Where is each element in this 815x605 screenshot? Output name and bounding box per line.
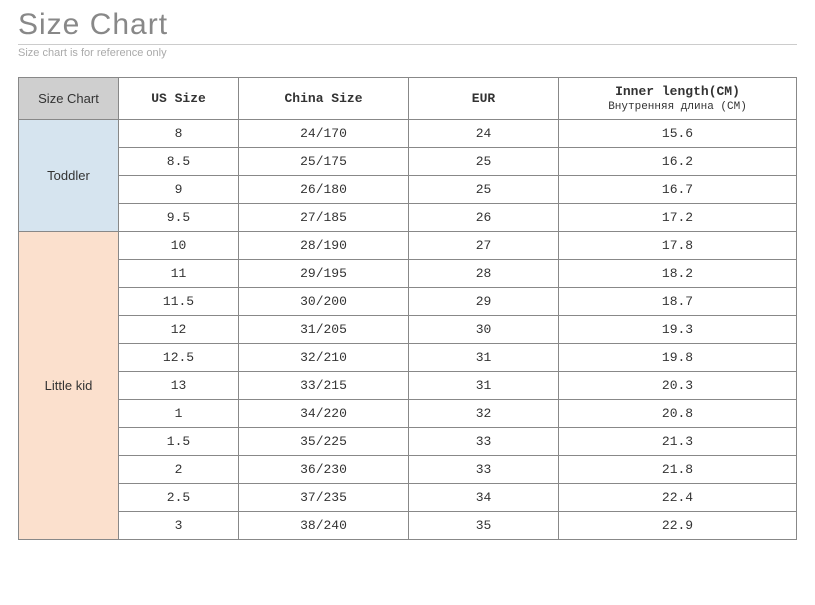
page-title: Size Chart [18,8,797,44]
table-cell: 2.5 [119,484,239,512]
table-cell: 33/215 [239,372,409,400]
table-cell: 1 [119,400,239,428]
table-cell: 8 [119,120,239,148]
table-cell: 27 [409,232,559,260]
table-cell: 26/180 [239,176,409,204]
col-eur: EUR [409,78,559,120]
table-header-row: Size Chart US Size China Size EUR Inner … [19,78,797,120]
table-cell: 25/175 [239,148,409,176]
table-cell: 2 [119,456,239,484]
table-cell: 16.7 [559,176,797,204]
table-cell: 35 [409,512,559,540]
group-label-littlekid: Little kid [19,232,119,540]
table-cell: 22.9 [559,512,797,540]
table-row: 926/1802516.7 [19,176,797,204]
table-corner-cell: Size Chart [19,78,119,120]
table-cell: 8.5 [119,148,239,176]
table-cell: 32 [409,400,559,428]
col-china-size: China Size [239,78,409,120]
table-cell: 21.8 [559,456,797,484]
table-row: 338/2403522.9 [19,512,797,540]
table-cell: 13 [119,372,239,400]
table-cell: 20.3 [559,372,797,400]
table-row: 1333/2153120.3 [19,372,797,400]
size-chart-table: Size Chart US Size China Size EUR Inner … [18,77,797,540]
table-row: 11.530/2002918.7 [19,288,797,316]
table-row: 8.525/1752516.2 [19,148,797,176]
table-cell: 28/190 [239,232,409,260]
table-cell: 9 [119,176,239,204]
table-cell: 33 [409,428,559,456]
table-cell: 35/225 [239,428,409,456]
table-cell: 18.7 [559,288,797,316]
table-row: Little kid1028/1902717.8 [19,232,797,260]
table-cell: 30 [409,316,559,344]
table-cell: 30/200 [239,288,409,316]
table-row: 9.527/1852617.2 [19,204,797,232]
table-cell: 36/230 [239,456,409,484]
table-cell: 27/185 [239,204,409,232]
subtitle-divider: Size chart is for reference only [18,44,797,59]
table-cell: 20.8 [559,400,797,428]
table-cell: 12 [119,316,239,344]
table-cell: 25 [409,148,559,176]
table-cell: 16.2 [559,148,797,176]
table-cell: 34/220 [239,400,409,428]
col-inner-length-sublabel: Внутренняя длина (CM) [563,101,792,113]
table-row: 236/2303321.8 [19,456,797,484]
table-cell: 33 [409,456,559,484]
table-cell: 18.2 [559,260,797,288]
table-cell: 24/170 [239,120,409,148]
table-row: 1129/1952818.2 [19,260,797,288]
col-inner-length-label: Inner length(CM) [615,84,740,99]
col-us-size: US Size [119,78,239,120]
table-cell: 28 [409,260,559,288]
table-row: 1231/2053019.3 [19,316,797,344]
table-cell: 31 [409,372,559,400]
table-row: 1.535/2253321.3 [19,428,797,456]
table-cell: 19.3 [559,316,797,344]
table-cell: 1.5 [119,428,239,456]
table-cell: 26 [409,204,559,232]
table-cell: 34 [409,484,559,512]
table-cell: 37/235 [239,484,409,512]
table-cell: 17.2 [559,204,797,232]
table-cell: 19.8 [559,344,797,372]
table-cell: 25 [409,176,559,204]
table-row: 2.537/2353422.4 [19,484,797,512]
table-cell: 31/205 [239,316,409,344]
table-body: Toddler824/1702415.68.525/1752516.2926/1… [19,120,797,540]
table-cell: 12.5 [119,344,239,372]
table-row: 12.532/2103119.8 [19,344,797,372]
table-cell: 3 [119,512,239,540]
table-row: Toddler824/1702415.6 [19,120,797,148]
table-cell: 24 [409,120,559,148]
table-cell: 22.4 [559,484,797,512]
table-cell: 11 [119,260,239,288]
col-inner-length: Inner length(CM) Внутренняя длина (CM) [559,78,797,120]
table-cell: 15.6 [559,120,797,148]
table-cell: 29 [409,288,559,316]
group-label-toddler: Toddler [19,120,119,232]
table-cell: 21.3 [559,428,797,456]
table-cell: 10 [119,232,239,260]
table-cell: 32/210 [239,344,409,372]
table-cell: 11.5 [119,288,239,316]
table-cell: 31 [409,344,559,372]
table-row: 134/2203220.8 [19,400,797,428]
header: Size Chart Size chart is for reference o… [0,0,815,63]
table-cell: 29/195 [239,260,409,288]
table-container: Size Chart US Size China Size EUR Inner … [0,63,815,558]
table-cell: 38/240 [239,512,409,540]
table-head: Size Chart US Size China Size EUR Inner … [19,78,797,120]
table-cell: 9.5 [119,204,239,232]
page-subtitle: Size chart is for reference only [18,47,797,59]
table-cell: 17.8 [559,232,797,260]
